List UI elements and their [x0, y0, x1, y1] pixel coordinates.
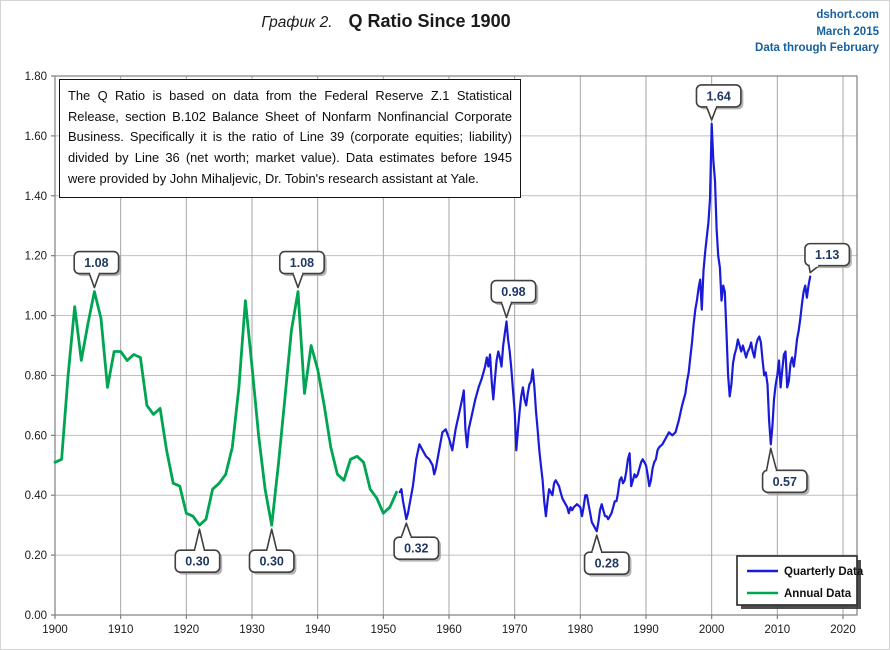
chart-title-prefix: График 2.: [261, 14, 333, 31]
callout-value-label: 1.64: [706, 89, 730, 103]
source-note: Data through February: [755, 42, 879, 54]
callout-value-label: 1.08: [84, 256, 108, 270]
callout-box: [393, 536, 440, 560]
annotation-box: The Q Ratio is based on data from the Fe…: [59, 79, 521, 198]
y-tick-label: 0.40: [25, 490, 47, 502]
y-tick-label: 1.40: [25, 191, 47, 203]
callout-box: [695, 84, 742, 108]
callout-value-label: 0.28: [595, 557, 619, 571]
y-tick-label: 0.20: [25, 550, 47, 562]
x-tick-label: 1920: [174, 624, 200, 636]
callout-tail-junction: [767, 469, 776, 472]
x-tick-label: 1900: [42, 624, 68, 636]
callout-value-label: 0.32: [404, 542, 428, 556]
x-tick-label: 1950: [371, 624, 397, 636]
y-tick-label: 1.20: [25, 251, 47, 263]
quarterly-data-line: [398, 122, 812, 533]
legend-box: [736, 555, 858, 606]
legend-label: Quarterly Data: [784, 566, 864, 578]
x-tick-label: 2020: [830, 624, 856, 636]
y-tick-label: 1.60: [25, 131, 47, 143]
callout-tail-junction: [293, 272, 303, 275]
callout-box: [804, 242, 851, 267]
callout-tail-junction: [402, 536, 411, 539]
source-block: dshort.com March 2015 Data through Febru…: [755, 7, 879, 57]
callout-tail-junction: [707, 105, 716, 109]
y-tick-label: 1.00: [25, 311, 47, 323]
callout-box: [761, 469, 808, 494]
page-title: График 2. Q Ratio Since 1900: [1, 11, 831, 32]
y-tick-label: 0.80: [25, 370, 47, 382]
x-tick-label: 1980: [568, 624, 594, 636]
legend-label: Annual Data: [784, 588, 852, 600]
callout-tail-junction: [809, 264, 819, 267]
chart-title: Q Ratio Since 1900: [348, 11, 511, 31]
callout-value-label: 0.98: [501, 285, 525, 299]
x-tick-label: 1930: [239, 624, 265, 636]
callout-tail-junction: [502, 301, 511, 304]
callout-value-label: 1.13: [815, 248, 839, 262]
callout-tail-junction: [90, 272, 99, 275]
y-tick-label: 0.60: [25, 430, 47, 442]
source-date: March 2015: [816, 25, 879, 38]
y-tick-label: 0.00: [25, 610, 47, 622]
callout-box: [583, 551, 630, 575]
callout-value-label: 0.30: [185, 555, 209, 569]
x-tick-label: 1910: [108, 624, 134, 636]
callout-tail-junction: [267, 549, 276, 552]
callout-box: [490, 279, 537, 304]
x-tick-label: 1970: [502, 624, 528, 636]
callout-value-label: 0.30: [260, 555, 284, 569]
callout-value-label: 0.57: [773, 475, 797, 489]
annual-data-line: [53, 290, 398, 527]
x-tick-label: 1940: [305, 624, 331, 636]
callout-tail-junction: [592, 551, 601, 554]
callout-tail-junction: [195, 549, 204, 552]
callout-value-label: 1.08: [290, 256, 314, 270]
x-tick-label: 2000: [699, 624, 725, 636]
y-tick-label: 1.80: [25, 71, 47, 83]
plot-frame: [54, 75, 858, 616]
source-site: dshort.com: [816, 9, 879, 21]
x-tick-label: 1960: [436, 624, 462, 636]
x-tick-label: 1990: [633, 624, 659, 636]
x-tick-label: 2010: [765, 624, 791, 636]
